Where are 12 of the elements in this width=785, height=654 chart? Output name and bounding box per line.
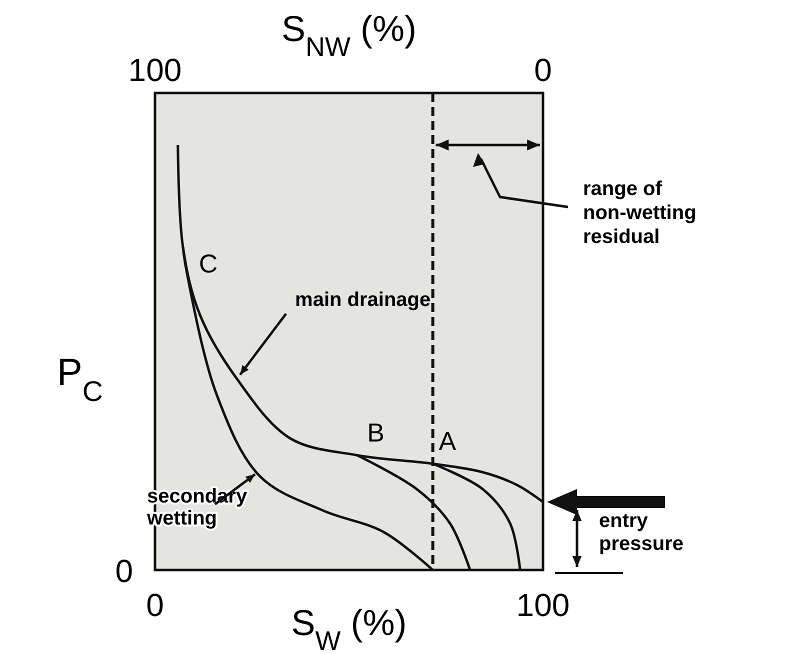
annotation: entry pressure <box>599 510 684 555</box>
annotation: C <box>198 248 218 278</box>
x2-tick-label: 100 <box>128 52 182 88</box>
text: range of non-wetting residual <box>583 178 696 248</box>
text: 0 <box>115 553 133 589</box>
y-axis-title: P$_{C}$ <box>57 352 103 408</box>
x2-axis-title: S$_{NW}$ (%) <box>282 8 416 62</box>
x2-tick-label: 0 <box>534 52 552 88</box>
annotation: B <box>367 417 384 448</box>
annotation: main drainage <box>295 288 431 311</box>
annotation: A <box>438 426 457 456</box>
x-axis-title: S$_{W}$ (%) <box>291 602 407 654</box>
